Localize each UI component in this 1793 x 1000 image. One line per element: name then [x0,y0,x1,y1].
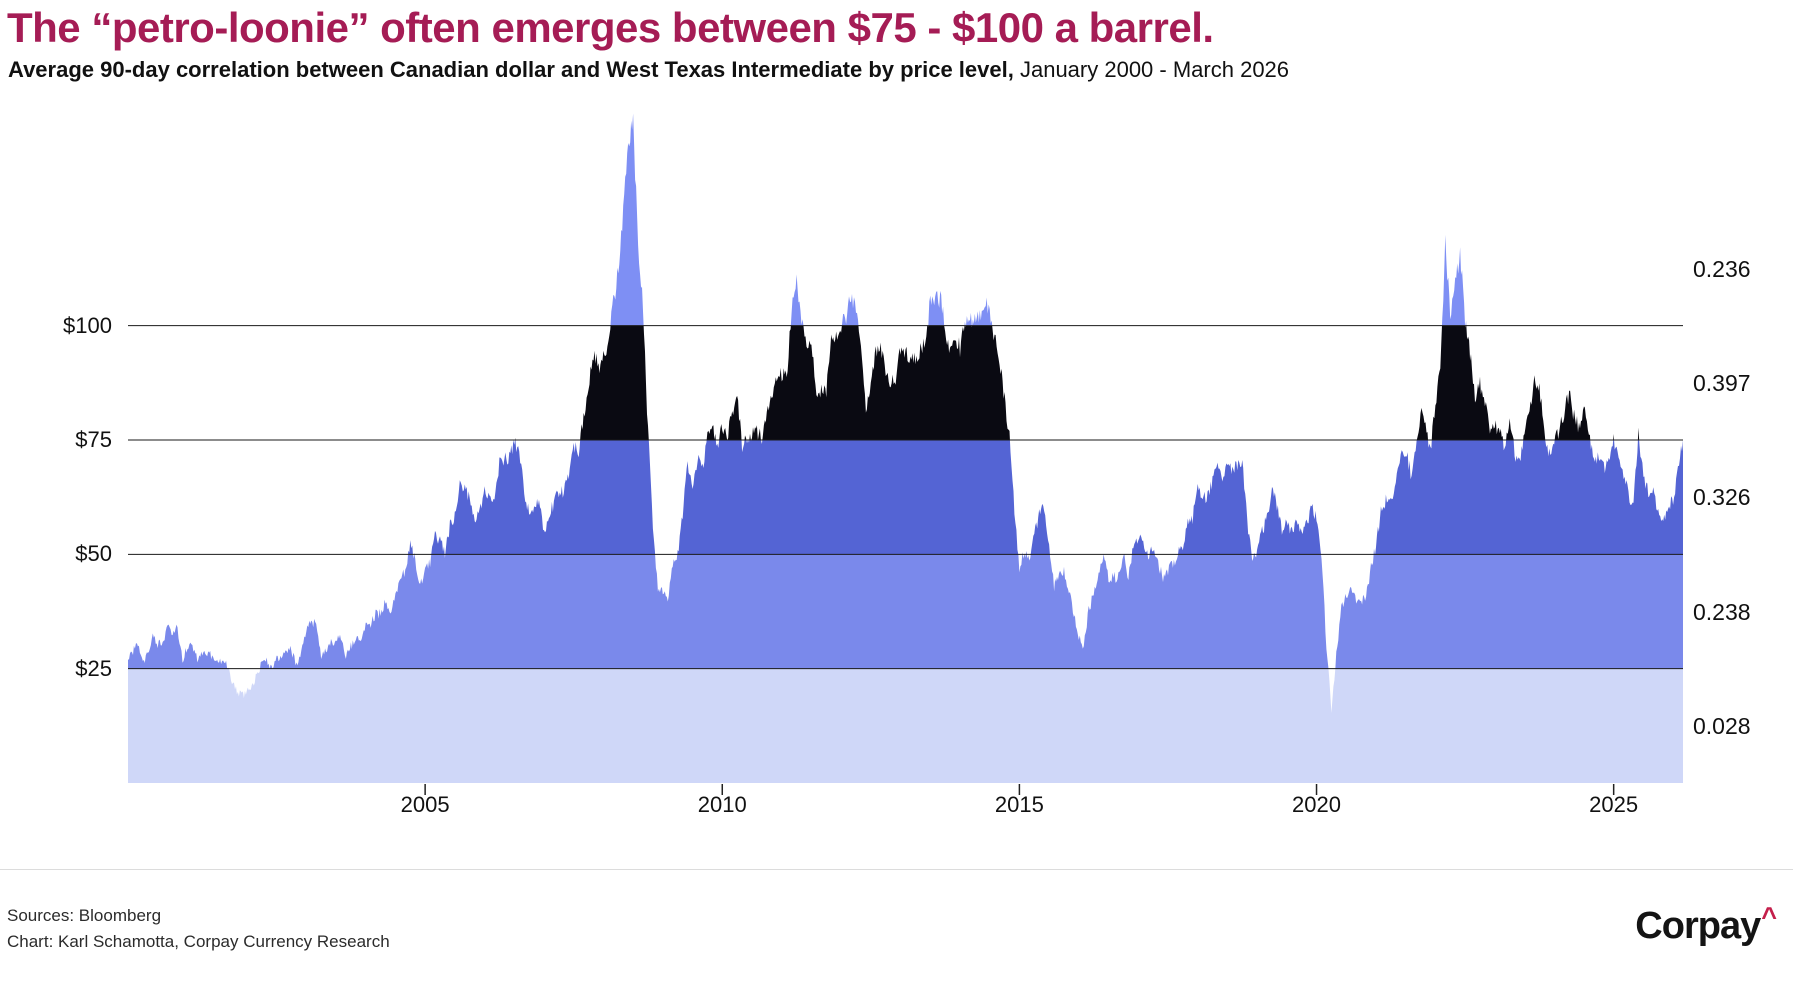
price-band-0-25 [128,668,1683,783]
price-band-75-100 [513,325,1640,440]
correlation-label-25-50: 0.238 [1693,598,1751,625]
price-band-50-75 [408,440,1683,555]
corpay-logo: Corpay^ [1635,902,1777,948]
correlation-label-100-150: 0.236 [1693,255,1751,282]
x-axis-label-2005: 2005 [400,792,450,817]
subtitle-date-range: January 2000 - March 2026 [1013,57,1290,82]
footer-divider [0,869,1793,870]
y-axis-label-$50: $50 [75,541,112,567]
y-axis-label-$75: $75 [75,427,112,452]
price-band-25-50 [128,554,1683,669]
correlation-label-50-75: 0.326 [1693,484,1751,511]
x-axis-label-2015: 2015 [994,792,1044,817]
correlation-label-75-100: 0.397 [1693,369,1751,396]
y-axis-label-$25: $25 [75,655,112,681]
page-subtitle: Average 90-day correlation between Canad… [8,57,1289,83]
y-axis-label-$100: $100 [63,312,112,338]
correlation-label-0-25: 0.028 [1693,712,1751,739]
x-axis-label-2010: 2010 [697,792,747,817]
chart-credit-line: Chart: Karl Schamotta, Corpay Currency R… [7,932,390,951]
x-axis-label-2025: 2025 [1589,792,1639,817]
page-title: The “petro-loonie” often emerges between… [7,4,1214,51]
subtitle-description: Average 90-day correlation between Canad… [8,57,1014,82]
x-axis-label-2020: 2020 [1292,792,1341,817]
corpay-caret-icon: ^ [1761,902,1777,932]
sources-line: Sources: Bloomberg [7,906,162,925]
corpay-wordmark: Corpay [1635,905,1761,947]
footer-attribution: Sources: Bloomberg Chart: Karl Schamotta… [7,903,390,955]
